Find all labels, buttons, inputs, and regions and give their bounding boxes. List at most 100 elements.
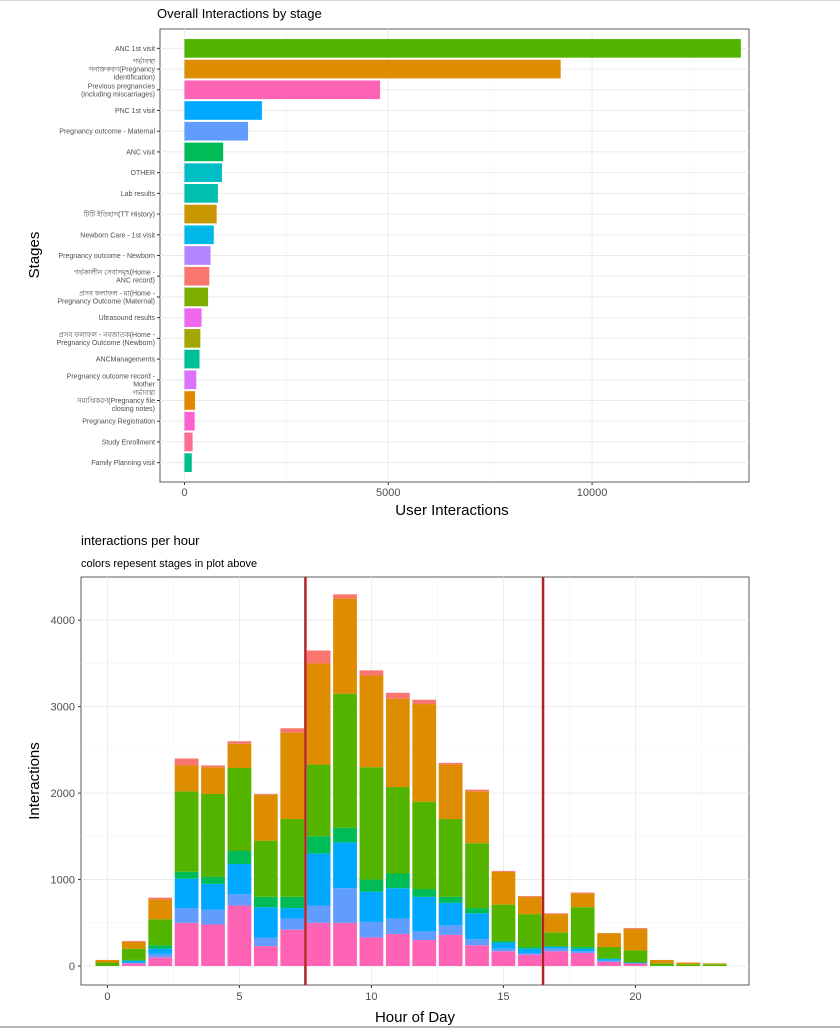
- hourly-chart-y-tick-labels: 0 1000 2000 3000 4000: [51, 615, 75, 973]
- stage-bar: [184, 204, 217, 224]
- hour-bar-segment: [306, 853, 331, 906]
- hour-bar-segment: [333, 827, 357, 843]
- hour-bar-segment: [148, 919, 173, 946]
- hour-bar-segment: [597, 946, 621, 959]
- hour-bar-segment: [280, 929, 305, 966]
- hour-bar-segment: [491, 951, 516, 966]
- hour-bar-segment: [438, 762, 463, 765]
- hour-bar-segment: [201, 909, 225, 925]
- hour-bar-segment: [438, 925, 463, 935]
- hour-bar-segment: [438, 902, 463, 926]
- y-tick-label: 2000: [51, 788, 75, 800]
- stage-bar: [184, 370, 197, 390]
- hour-bar-segment: [280, 896, 305, 909]
- stage-bar: [184, 308, 202, 327]
- hour-bar-segment: [359, 879, 384, 892]
- hour-bar-segment: [597, 961, 621, 966]
- stage-label: Pregnancy outcome - Newborn: [59, 253, 156, 260]
- hour-bar-segment: [121, 941, 146, 949]
- stage-label: ANCManagements: [96, 357, 156, 364]
- hour-bar-segment: [623, 962, 648, 964]
- stage-label: প্রসব ফলাফল - নবজাতক(Home -Pregnancy Out…: [57, 332, 156, 347]
- hour-bar-segment: [412, 704, 437, 802]
- hour-bar-segment: [148, 957, 173, 966]
- stage-bar: [184, 349, 200, 369]
- hour-bar-segment: [517, 896, 542, 915]
- hour-bar-segment: [385, 873, 410, 889]
- hour-bar-segment: [385, 918, 410, 934]
- y-tick-label: 3000: [51, 702, 75, 714]
- hour-bar-segment: [333, 693, 357, 828]
- hour-bar-segment: [544, 946, 569, 947]
- hour-bar-segment: [201, 924, 225, 966]
- hourly-chart-title: interactions per hour: [81, 533, 200, 548]
- hour-bar-segment: [359, 767, 384, 880]
- x-tick-label: 10: [365, 991, 377, 1003]
- hour-bar-segment: [570, 946, 595, 949]
- stage-bar: [184, 432, 193, 452]
- stage-bar: [184, 163, 222, 182]
- hour-bar-segment: [385, 888, 410, 919]
- hour-bar-segment: [517, 914, 542, 947]
- hour-bar-segment: [517, 895, 542, 897]
- stage-bar: [184, 184, 218, 203]
- hourly-chart-reference-lines: [304, 577, 545, 985]
- hour-bar-segment: [412, 931, 437, 941]
- hour-bar-segment: [359, 675, 384, 768]
- hour-bar-segment: [306, 663, 331, 765]
- hour-bar-segment: [465, 791, 489, 844]
- hour-bar-segment: [491, 870, 516, 872]
- stages-chart-y-axis-title: Stages: [26, 232, 43, 279]
- stages-chart-x-tick-labels: 0 5000 10000: [181, 487, 607, 499]
- hour-bar-segment: [438, 819, 463, 897]
- hour-bar-segment: [227, 905, 252, 966]
- hour-bar-segment: [359, 670, 384, 676]
- hour-bar-segment: [227, 743, 252, 769]
- stage-label: গর্ভাবস্থা সমাপ্তিকরণ(Pregnancy file closi…: [76, 389, 156, 413]
- stage-label: প্রসব ফলাফল - মা(Home -Pregnancy Outcome…: [57, 290, 155, 305]
- stage-bar: [184, 266, 210, 286]
- stage-bar: [184, 142, 224, 162]
- stage-bar: [184, 80, 381, 100]
- stage-label: OTHER: [131, 170, 156, 177]
- hour-bar-segment: [227, 851, 252, 864]
- hour-bar-segment: [174, 871, 199, 879]
- hour-bar-segment: [465, 945, 489, 966]
- hour-bar-segment: [412, 940, 437, 966]
- stage-label: Newborn Care - 1st visit: [80, 232, 155, 239]
- hour-bar-segment: [174, 791, 199, 872]
- hour-bar-segment: [253, 840, 278, 897]
- stage-label: ANC visit: [126, 149, 155, 156]
- y-tick-label: 4000: [51, 615, 75, 627]
- hour-bar-segment: [676, 964, 701, 966]
- hour-bar-segment: [227, 863, 252, 895]
- y-tick-label: 0: [69, 961, 75, 973]
- hour-bar-segment: [570, 953, 595, 966]
- stage-label: টিটি ইতিহাস(TT History): [82, 210, 155, 219]
- hour-bar-segment: [174, 758, 199, 766]
- hour-bar-segment: [623, 950, 648, 963]
- hour-bar-segment: [438, 896, 463, 903]
- hour-bar-segment: [412, 889, 437, 897]
- hour-bar-segment: [465, 913, 489, 940]
- hour-bar-segment: [412, 699, 437, 705]
- hour-bar-segment: [491, 871, 516, 905]
- hour-bar-segment: [280, 728, 305, 733]
- hour-bar-segment: [253, 794, 278, 841]
- stage-bar: [184, 287, 209, 307]
- hour-bar-segment: [438, 764, 463, 820]
- hour-bar-segment: [544, 951, 569, 966]
- stage-bar: [184, 59, 561, 79]
- hour-bar-segment: [227, 741, 252, 744]
- stage-label: Family Planning visit: [91, 460, 155, 467]
- hour-bar-segment: [623, 928, 648, 951]
- hour-bar-segment: [544, 946, 569, 949]
- stage-label: Ultrasound results: [99, 315, 156, 322]
- stage-bar: [184, 391, 196, 410]
- hour-bar-segment: [121, 960, 146, 963]
- hourly-chart-x-axis-title: Hour of Day: [375, 1009, 456, 1026]
- hour-bar-segment: [201, 876, 225, 884]
- hour-bar-segment: [359, 921, 384, 938]
- x-tick-label: 5: [236, 991, 242, 1003]
